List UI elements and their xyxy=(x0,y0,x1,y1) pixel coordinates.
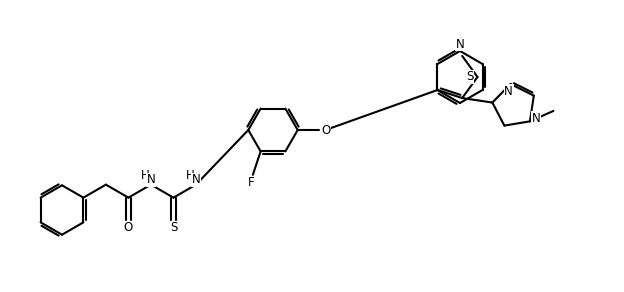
Text: H: H xyxy=(185,169,194,182)
Text: S: S xyxy=(466,70,473,84)
Text: N: N xyxy=(192,173,200,186)
Text: S: S xyxy=(170,221,177,234)
Text: O: O xyxy=(321,124,330,136)
Text: N: N xyxy=(456,37,464,51)
Text: N: N xyxy=(504,85,513,98)
Text: N: N xyxy=(532,112,540,125)
Text: H: H xyxy=(140,169,149,182)
Text: N: N xyxy=(147,173,155,186)
Text: F: F xyxy=(248,176,254,189)
Text: O: O xyxy=(124,221,133,234)
